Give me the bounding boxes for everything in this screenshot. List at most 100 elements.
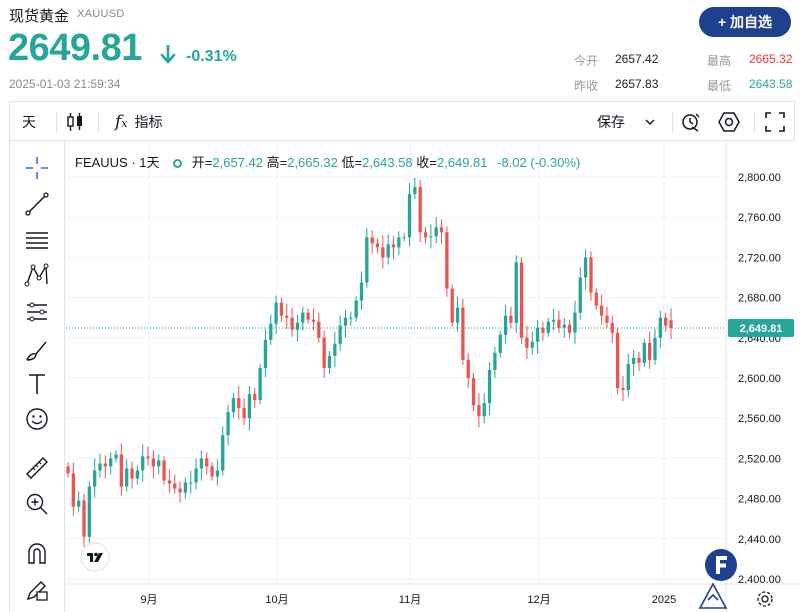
tradingview-logo[interactable] [80,542,110,572]
zoom-in-icon[interactable] [24,491,50,517]
candle-body [290,317,294,330]
candle-body [279,302,284,316]
legend-high-label: 高 [266,155,280,170]
candle-body [263,339,268,368]
candle-body [157,460,161,467]
candle-body [381,247,385,258]
candle-body [503,315,508,335]
crosshair-icon[interactable] [24,155,50,181]
candle-body [349,317,353,319]
pattern-icon[interactable] [24,262,50,288]
save-label: 保存 [597,114,625,130]
down-arrow-icon [160,45,176,64]
candle-body [397,237,401,248]
candle-body [434,227,438,237]
price-axis: 2,800.002,760.002,720.002,680.002,640.00… [725,141,794,612]
chart-type-button[interactable] [66,102,84,142]
candle-body [514,262,518,323]
candle-body [343,317,348,326]
candle-body [407,194,412,238]
candle-body [487,369,492,404]
add-watchlist-button[interactable]: + 加自选 [699,7,791,37]
instrument-symbol: XAUUSD [77,8,125,20]
candle-body [119,454,124,487]
candle-body [98,463,102,471]
legend-low: 2,643.58 [362,155,413,170]
interval-button[interactable]: 天 [22,114,36,130]
candle-body [317,321,321,338]
candle-body [183,482,188,493]
low-value: 2643.58 [749,77,793,91]
candle-body [535,327,540,342]
candle-body [466,359,470,378]
candle-body [77,500,81,507]
candle-body [375,243,380,248]
indicators-button[interactable]: fx 指标 [115,102,163,142]
candle-body [402,237,406,239]
candle-body [450,288,454,323]
candle-body [471,378,476,406]
candle-body [253,394,257,401]
magnet-icon[interactable] [24,540,50,566]
candle-body [551,319,556,322]
prev-close-label: 昨收 [574,79,599,93]
candle-body [338,325,342,344]
lock-pencil-icon[interactable] [24,577,50,603]
candle-body [525,337,529,348]
alert-button[interactable] [680,102,702,142]
legend-close-label: 收 [416,155,430,170]
y-tick-label: 2,440.00 [738,534,781,546]
candle-body [530,341,534,348]
brush-icon[interactable] [24,337,50,363]
candle-body [578,277,582,313]
x-tick-label: 10月 [265,594,288,606]
trendline-icon[interactable] [24,191,50,217]
candle-body [455,307,460,323]
candle-body [413,187,417,195]
prediction-icon[interactable] [24,299,50,325]
chart-grid [66,141,726,584]
emoji-icon[interactable] [24,406,50,432]
candle-body [167,480,172,484]
toolbar-divider [754,111,755,133]
candle-body [194,468,198,483]
chart-toolbar: 天 fx 指标 保存 [9,101,795,141]
candle-body [242,408,246,419]
ruler-icon[interactable] [24,455,50,481]
candle-body [493,352,497,370]
candle-body [311,319,316,322]
text-icon[interactable] [24,371,50,397]
brand-triangle-icon [698,582,728,609]
time-axis: 9月 10月 11月 12月 2025 [66,583,800,606]
candle-body [354,300,358,318]
candle-body [215,470,220,477]
candlestick-chart[interactable]: 2,800.002,760.002,720.002,680.002,640.00… [66,141,800,612]
candle-body [599,305,604,316]
save-button[interactable]: 保存 [597,102,657,142]
toolbar-divider [56,111,57,133]
candle-body [146,456,150,459]
fib-icon[interactable] [24,227,50,253]
candle-body [615,332,620,389]
x-tick-label: 11月 [399,594,421,606]
candle-body [423,232,428,238]
legend-visibility-icon[interactable] [173,159,183,168]
candle-body [151,458,156,467]
candle-body [669,320,673,328]
candle-body [285,315,289,318]
low-label: 最低 [707,79,732,93]
settings-button[interactable] [718,102,740,142]
open-value: 2657.42 [615,52,659,66]
candle-body [274,302,278,324]
gear-icon[interactable] [756,590,774,608]
candle-body [231,398,236,413]
prev-close-value: 2657.83 [615,77,659,91]
x-tick-label: 9月 [140,594,157,606]
candle-body [418,187,422,233]
candle-body [82,500,86,537]
y-tick-label: 2,720.00 [738,252,781,264]
candle-body [359,282,364,301]
candlestick-icon [67,113,82,131]
fullscreen-button[interactable] [765,102,785,142]
candle-body [605,315,609,323]
